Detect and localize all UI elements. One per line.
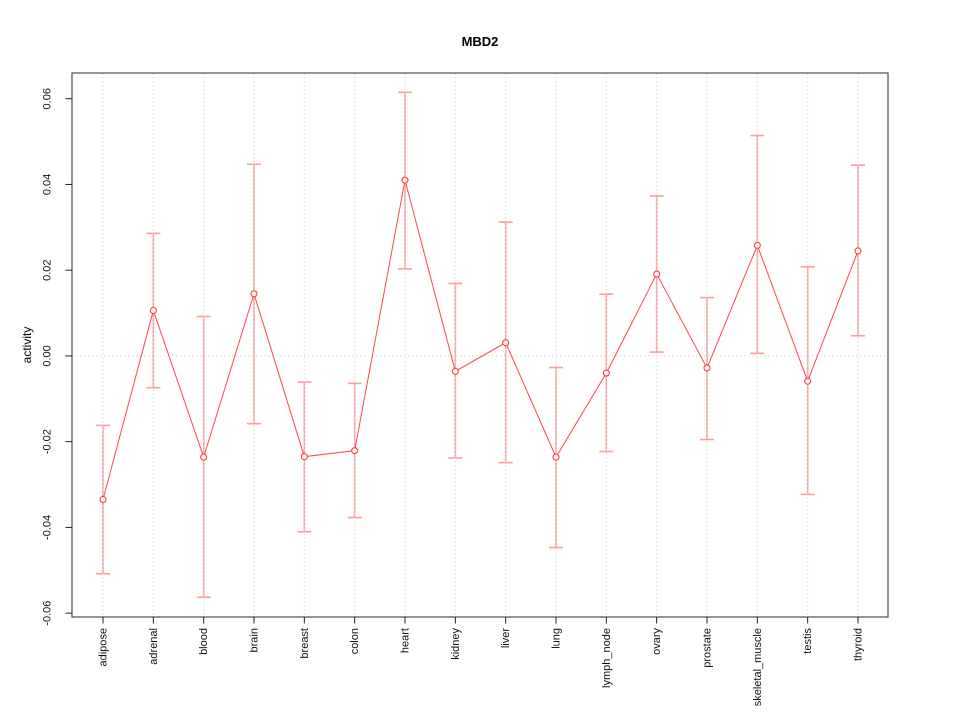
- x-category-label: adipose: [98, 628, 110, 667]
- x-category-label: blood: [198, 628, 210, 655]
- y-tick-label: -0.04: [42, 515, 54, 540]
- data-point: [401, 176, 409, 184]
- y-tick-label: 0.06: [42, 88, 54, 109]
- x-category-label: heart: [399, 628, 411, 653]
- y-tick-label: 0.04: [42, 174, 54, 195]
- data-point: [703, 364, 711, 372]
- x-category-label: brain: [248, 628, 260, 652]
- data-point: [99, 495, 107, 504]
- data-point: [804, 377, 812, 385]
- y-tick-label: 0.02: [42, 259, 54, 280]
- data-line: [102, 180, 859, 500]
- x-category-label: thyroid: [852, 628, 864, 661]
- data-point: [653, 270, 661, 278]
- x-category-label: ovary: [651, 628, 663, 655]
- x-category-label: skeletal_muscle: [752, 628, 764, 706]
- y-tick-label: -0.02: [42, 429, 54, 454]
- data-point: [502, 339, 510, 347]
- x-category-label: prostate: [701, 628, 713, 668]
- data-point: [753, 241, 761, 249]
- x-category-label: lymph_node: [601, 628, 613, 688]
- data-point: [552, 453, 560, 461]
- x-category-label: colon: [349, 628, 361, 654]
- x-category-label: liver: [500, 628, 512, 649]
- chart-title: MBD2: [461, 34, 499, 49]
- data-point: [200, 453, 208, 461]
- x-category-label: adrenal: [148, 628, 160, 665]
- data-point: [250, 290, 258, 298]
- data-point: [451, 367, 459, 375]
- data-point: [602, 369, 610, 377]
- plot-frame: [71, 72, 889, 618]
- y-tick-label: 0.00: [42, 345, 54, 366]
- data-point: [351, 447, 359, 455]
- y-tick-label: -0.06: [42, 601, 54, 626]
- x-category-label: lung: [550, 628, 562, 649]
- data-point: [149, 306, 157, 315]
- data-point: [854, 247, 862, 255]
- data-point: [300, 453, 308, 461]
- x-category-label: breast: [299, 628, 311, 659]
- x-category-label: testis: [802, 628, 814, 654]
- x-category-label: kidney: [450, 628, 462, 660]
